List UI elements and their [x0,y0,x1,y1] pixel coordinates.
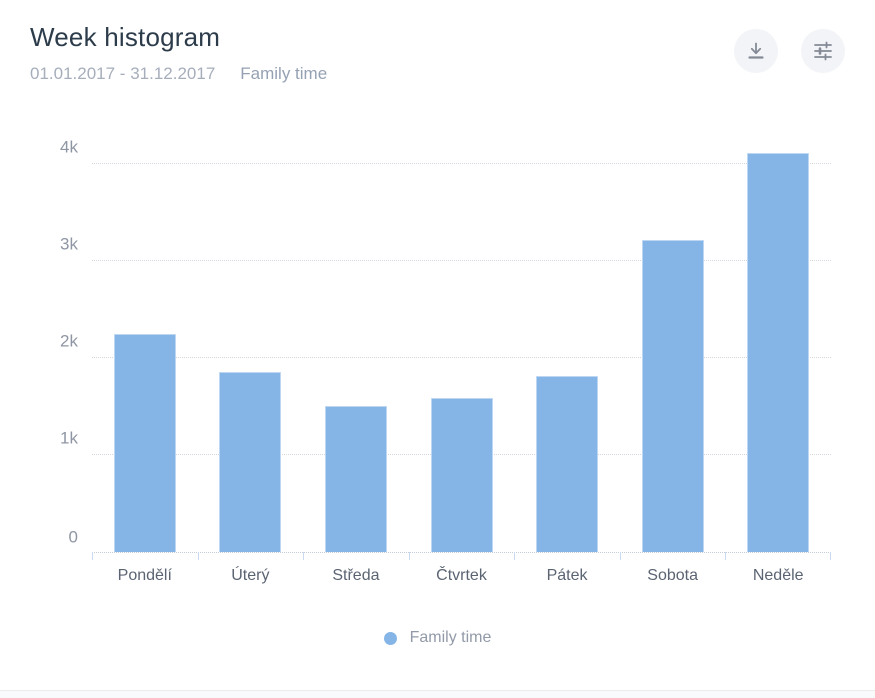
y-axis-tick-label: 4k [60,137,78,157]
x-axis-label-Středa: Středa [332,567,380,584]
x-axis-label-Neděle: Neděle [752,567,804,584]
bar-Čtvrtek[interactable] [430,397,493,552]
y-axis-tick-label: 3k [60,234,78,254]
legend-label: Family time [409,629,492,646]
gridline-4k [92,162,831,164]
x-axis-tick [198,552,199,560]
filter-label: Family time [240,64,328,83]
page-title: Week histogram [30,22,221,52]
settings-button[interactable] [801,29,845,73]
download-icon [745,40,767,62]
y-axis-tick-label: 0 [68,527,78,547]
x-axis-tick [620,552,621,560]
bar-chart-plot-area: 0 1k 2k 3k 4k Pondělí Úterý Středa Čtvrtek Pátek S… [60,130,831,584]
bar-Pátek[interactable] [536,376,599,552]
x-axis-tick [514,552,515,560]
legend-dot [383,631,397,645]
gridline-3k [92,259,831,261]
y-axis-tick-label: 2k [60,331,78,351]
x-axis-tick [303,552,304,560]
x-axis-label-Sobota: Sobota [647,567,698,584]
bar-Středa[interactable] [324,406,387,552]
x-axis-label-Čtvrtek: Čtvrtek [436,567,487,584]
sliders-icon [812,40,834,62]
y-axis-tick-label: 1k [60,428,78,448]
card-bottom-edge [0,690,875,698]
gridline-2k [92,356,831,358]
download-button[interactable] [734,29,778,73]
date-range: 01.01.2017 - 31.12.2017 [30,64,216,83]
x-axis-label-Pátek: Pátek [546,567,588,584]
x-axis-label-Úterý: Úterý [231,567,270,584]
legend-item-family-time[interactable]: Family time [0,624,875,652]
bar-Sobota[interactable] [641,239,704,552]
chart-subtitle: 01.01.2017 - 31.12.2017 Family time [30,64,327,84]
toolbar [734,29,845,73]
bar-Úterý[interactable] [219,371,282,552]
x-axis-tick [409,552,410,560]
x-axis-tick [725,552,726,560]
bar-Neděle[interactable] [747,153,810,552]
x-axis-label-Pondělí: Pondělí [117,567,172,584]
x-axis-tick [830,552,831,560]
x-axis-tick [92,552,93,560]
bar-Pondělí[interactable] [113,333,176,552]
